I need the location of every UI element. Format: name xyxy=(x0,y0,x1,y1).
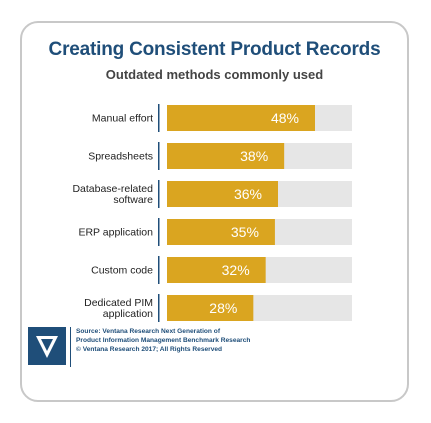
category-divider xyxy=(158,104,160,132)
source-note: Source: Ventana Research Next Generation… xyxy=(76,327,250,354)
category-label: Manual effort xyxy=(92,113,153,125)
category-label: Custom code xyxy=(91,265,153,277)
category-divider xyxy=(158,256,160,284)
bar xyxy=(167,257,266,283)
category-divider xyxy=(158,142,160,170)
source-line: Product Information Management Benchmark… xyxy=(76,337,251,344)
value-label: 28% xyxy=(209,300,237,316)
value-label: 32% xyxy=(222,262,250,278)
value-label: 38% xyxy=(240,148,268,164)
chart-subtitle: Outdated methods commonly used xyxy=(105,67,324,82)
value-label: 36% xyxy=(234,186,262,202)
category-divider xyxy=(158,180,160,208)
category-label: application xyxy=(103,308,153,320)
category-label: Database-related xyxy=(72,183,153,195)
category-divider xyxy=(158,294,160,322)
category-label: ERP application xyxy=(78,227,153,239)
copyright-line: © Ventana Research 2017; All Rights Rese… xyxy=(76,346,223,353)
ventana-logo-icon xyxy=(28,327,66,365)
value-label: 35% xyxy=(231,224,259,240)
category-label: software xyxy=(113,194,153,206)
chart-card: Creating Consistent Product Records Outd… xyxy=(20,21,409,402)
bar xyxy=(167,181,278,207)
footer-divider xyxy=(70,327,71,367)
category-label: Dedicated PIM xyxy=(84,297,153,309)
chart-title: Creating Consistent Product Records xyxy=(48,39,381,60)
bar xyxy=(167,295,254,321)
value-label: 48% xyxy=(271,110,299,126)
source-line: Source: Ventana Research Next Generation… xyxy=(76,328,221,335)
bar xyxy=(167,143,285,169)
bar xyxy=(167,219,275,245)
category-divider xyxy=(158,218,160,246)
bar xyxy=(167,105,315,131)
category-label: Spreadsheets xyxy=(88,151,153,163)
